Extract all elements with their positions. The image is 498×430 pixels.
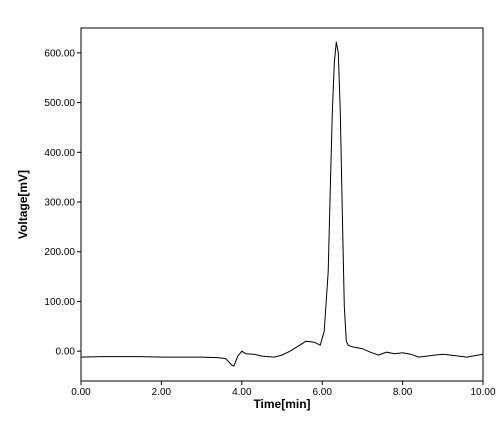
x-tick-label: 2.00 [152,387,172,398]
y-tick-label: 500.00 [44,98,75,109]
x-axis-title: Time[min] [253,397,310,411]
x-tick-label: 4.00 [232,387,252,398]
x-tick-label: 10.00 [470,387,495,398]
y-axis-ticks: 0.00 100.00 200.00 300.00 400.00 500.00 600.00 [44,48,81,358]
x-axis-ticks: 0.00 2.00 4.00 6.00 8.00 10.00 [71,381,496,398]
series-line [80,41,484,367]
x-tick-label: 8.00 [393,387,413,398]
x-tick-label: 6.00 [312,387,332,398]
y-tick-label: 0.00 [56,347,76,358]
y-axis-title: Voltage[mV] [16,170,30,239]
y-tick-label: 200.00 [44,247,75,258]
y-tick-label: 400.00 [44,148,75,159]
plot-frame [80,27,484,382]
y-tick-label: 600.00 [44,48,75,59]
y-tick-label: 300.00 [44,198,75,209]
x-tick-label: 0.00 [71,387,91,398]
y-tick-label: 100.00 [44,297,75,308]
